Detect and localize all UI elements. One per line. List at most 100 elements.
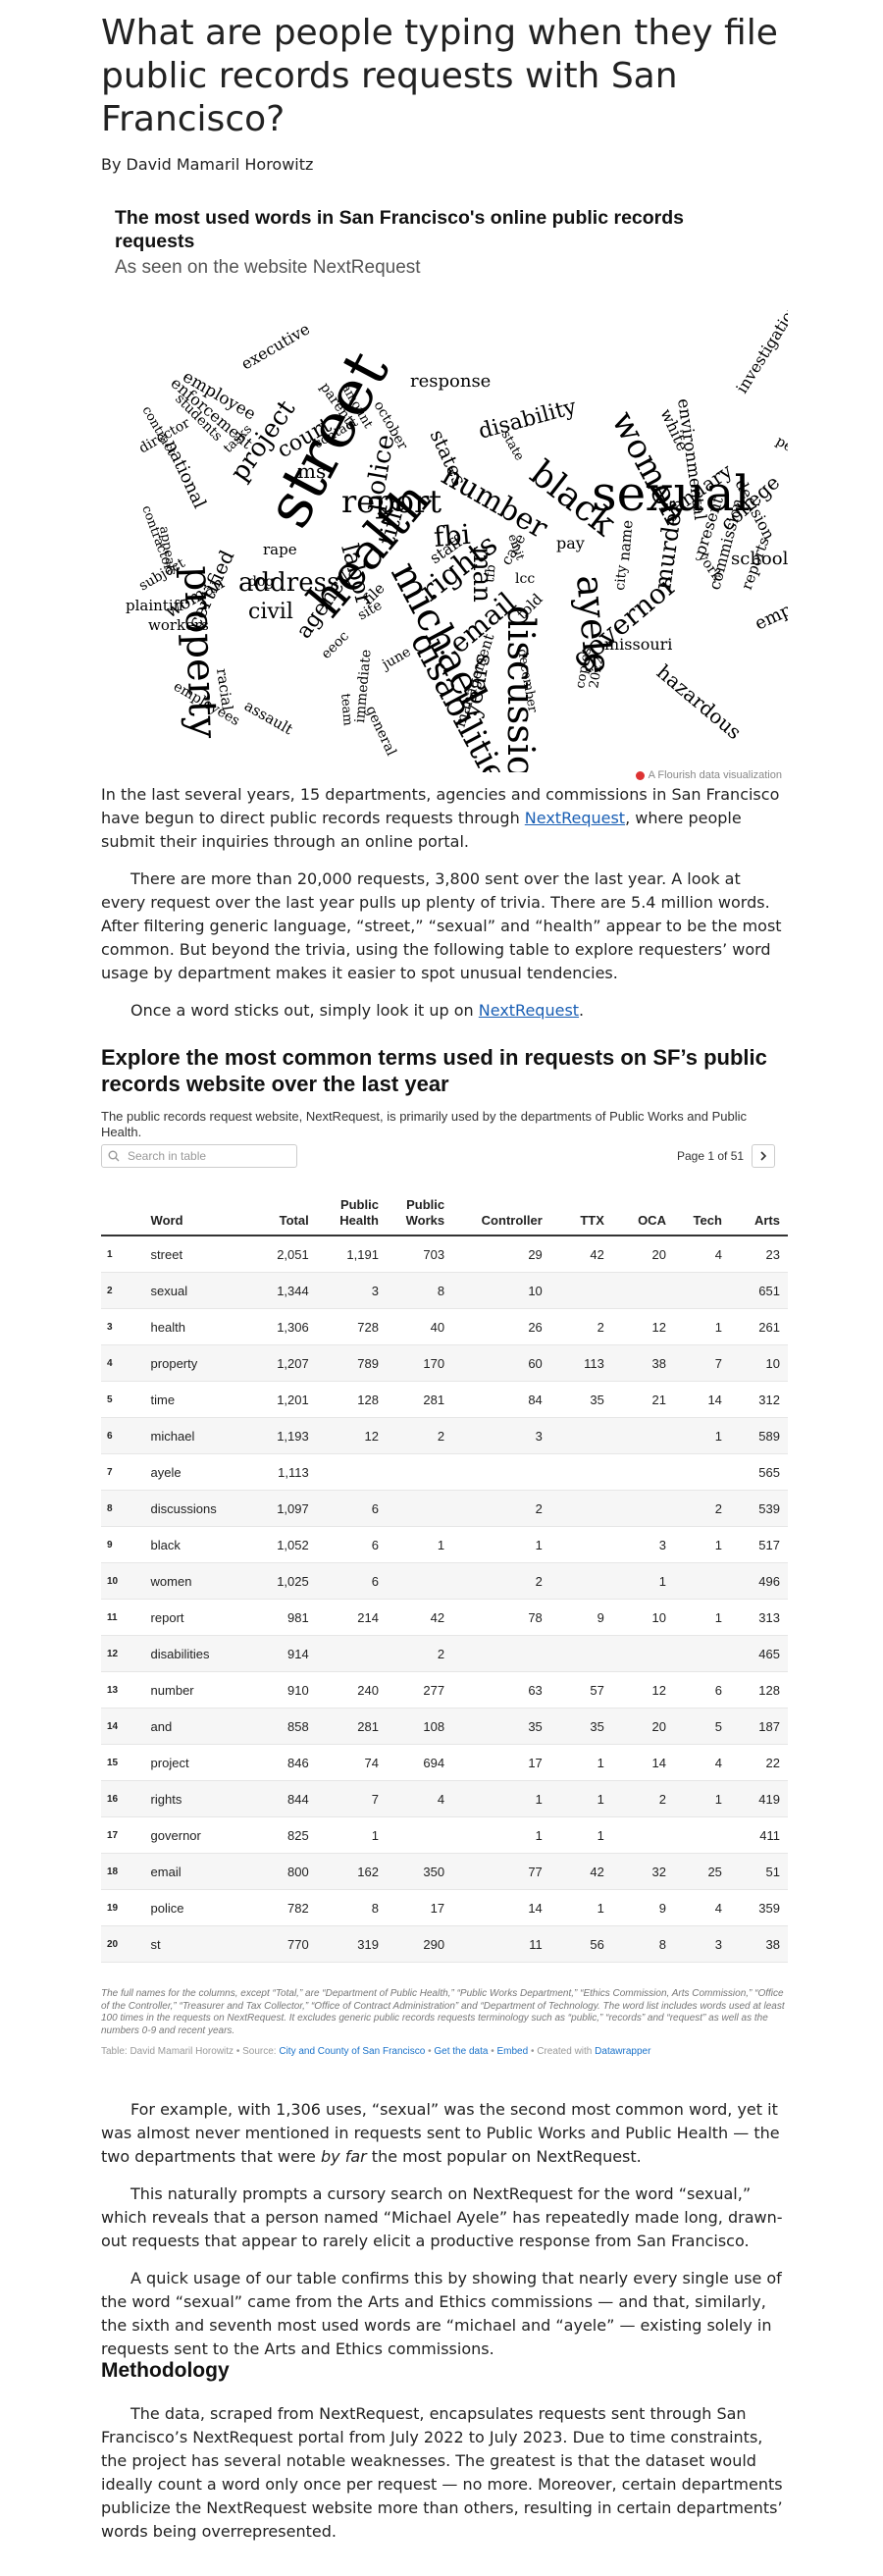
nextrequest-link[interactable]: NextRequest <box>524 809 626 827</box>
table-row: 5 time 1,201 128 281 84 35 21 14 312 <box>101 1381 788 1418</box>
cell-ttx <box>549 1562 612 1600</box>
row-word: rights <box>132 1780 251 1817</box>
cell-oca <box>611 1816 674 1854</box>
table-row: 12 disabilities 914 2 465 <box>101 1635 788 1672</box>
wordcloud-word: racial <box>213 667 236 711</box>
page-indicator: Page 1 of 51 <box>677 1149 745 1163</box>
col-public-works[interactable]: Public Works <box>386 1187 453 1236</box>
paragraph-lookup-text-b: . <box>579 1001 585 1020</box>
paragraph-lookup-text-a: Once a word sticks out, simply look it u… <box>130 1001 479 1020</box>
col-arts[interactable]: Arts <box>729 1187 788 1236</box>
cell-controller: 14 <box>452 1889 550 1926</box>
wordcloud-word: address <box>238 568 339 598</box>
cell-arts: 38 <box>729 1925 788 1963</box>
table-header-row: Word Total Public Health Public Works Co… <box>101 1187 788 1236</box>
cell-tech: 3 <box>673 1925 730 1963</box>
cell-oca <box>611 1417 674 1454</box>
wordcloud-word: copies <box>573 647 595 690</box>
embed-link[interactable]: Embed <box>496 2046 529 2057</box>
cell-controller: 84 <box>452 1381 550 1418</box>
methodology-heading: Methodology <box>101 2359 230 2382</box>
wordcloud-word: tfb <box>483 564 499 584</box>
col-total[interactable]: Total <box>250 1187 317 1236</box>
row-rank: 5 <box>101 1381 133 1418</box>
cell-pw: 290 <box>386 1925 453 1963</box>
wordcloud-word: sexual <box>592 465 750 522</box>
cell-tech: 5 <box>673 1708 730 1745</box>
col-ttx[interactable]: TTX <box>549 1187 612 1236</box>
datawrapper-link[interactable]: Datawrapper <box>595 2046 651 2057</box>
cell-controller: 17 <box>452 1744 550 1781</box>
table-search[interactable] <box>101 1144 297 1168</box>
cell-tech <box>673 1635 730 1672</box>
byline-sep-2: • <box>488 2046 497 2057</box>
table-row: 3 health 1,306 728 40 26 2 12 1 261 <box>101 1308 788 1345</box>
cell-total: 1,306 <box>250 1308 317 1345</box>
cell-pw: 694 <box>386 1744 453 1781</box>
cell-pw: 2 <box>386 1635 453 1672</box>
cell-controller: 1 <box>452 1526 550 1563</box>
row-word: michael <box>132 1417 251 1454</box>
wordcloud-word: pay <box>556 534 585 552</box>
cell-oca: 9 <box>611 1889 674 1926</box>
cell-ttx: 56 <box>549 1925 612 1963</box>
table-title: Explore the most common terms used in re… <box>101 1045 767 1096</box>
source-link[interactable]: City and County of San Francisco <box>279 2046 426 2057</box>
article-byline: By David Mamaril Horowitz <box>101 155 314 174</box>
table-byline-prefix: Table: David Mamaril Horowitz • Source: <box>101 2046 280 2057</box>
table-row: 2 sexual 1,344 3 8 10 651 <box>101 1272 788 1309</box>
cell-total: 1,201 <box>250 1381 317 1418</box>
table-row: 15 project 846 74 694 17 1 14 4 22 <box>101 1744 788 1781</box>
wordcloud-word: man <box>467 547 496 603</box>
cell-oca: 20 <box>611 1708 674 1745</box>
table-body: 1 street 2,051 1,191 703 29 42 20 4 23 2 sexual 1,34… <box>101 1235 788 1963</box>
cell-arts: 261 <box>729 1308 788 1345</box>
row-rank: 13 <box>101 1671 133 1709</box>
cell-arts: 465 <box>729 1635 788 1672</box>
cell-pw: 8 <box>386 1272 453 1309</box>
col-controller[interactable]: Controller <box>452 1187 550 1236</box>
col-tech[interactable]: Tech <box>673 1187 730 1236</box>
cell-pw: 1 <box>386 1526 453 1563</box>
wordcloud-word: immediate <box>352 649 374 723</box>
table-row: 18 email 800 162 350 77 42 32 25 51 <box>101 1853 788 1890</box>
cell-controller: 26 <box>452 1308 550 1345</box>
cell-ttx: 1 <box>549 1744 612 1781</box>
cell-controller: 2 <box>452 1490 550 1527</box>
col-word[interactable]: Word <box>132 1187 251 1236</box>
cell-total: 1,052 <box>250 1526 317 1563</box>
nextrequest-link-2[interactable]: NextRequest <box>478 1001 580 1020</box>
wordcloud-word: eeoc <box>319 628 353 662</box>
paragraph-methodology: The data, scraped from NextRequest, enca… <box>101 2404 783 2541</box>
flourish-credit[interactable]: A Flourish data visualization <box>635 769 782 781</box>
cell-tech: 25 <box>673 1853 730 1890</box>
cell-arts: 128 <box>729 1671 788 1709</box>
cell-pw: 2 <box>386 1417 453 1454</box>
get-data-link[interactable]: Get the data <box>434 2046 489 2057</box>
cell-controller: 60 <box>452 1344 550 1382</box>
row-word: street <box>132 1235 251 1273</box>
cell-arts: 565 <box>729 1453 788 1491</box>
cell-arts: 312 <box>729 1381 788 1418</box>
col-public-health[interactable]: Public Health <box>316 1187 387 1236</box>
col-oca[interactable]: OCA <box>611 1187 674 1236</box>
cell-tech: 1 <box>673 1780 730 1817</box>
wordcloud-title: The most used words in San Francisco's o… <box>115 207 685 252</box>
cell-ttx: 2 <box>549 1308 612 1345</box>
cell-pw: 40 <box>386 1308 453 1345</box>
next-page-button[interactable] <box>752 1144 776 1168</box>
paragraph-example-text-a: For example, with 1,306 uses, “sexual” w… <box>101 2100 780 2166</box>
cell-tech: 1 <box>673 1417 730 1454</box>
cell-ph: 6 <box>316 1490 387 1527</box>
search-input[interactable] <box>126 1148 286 1164</box>
cell-controller: 77 <box>452 1853 550 1890</box>
cell-ttx <box>549 1272 612 1309</box>
wordcloud-header: The most used words in San Francisco's o… <box>115 206 743 279</box>
cell-controller: 11 <box>452 1925 550 1963</box>
cell-arts: 187 <box>729 1708 788 1745</box>
row-rank: 18 <box>101 1853 133 1890</box>
wordcloud-word: disability <box>476 394 580 445</box>
wordcloud-word: property <box>175 565 226 740</box>
cell-ttx: 42 <box>549 1853 612 1890</box>
